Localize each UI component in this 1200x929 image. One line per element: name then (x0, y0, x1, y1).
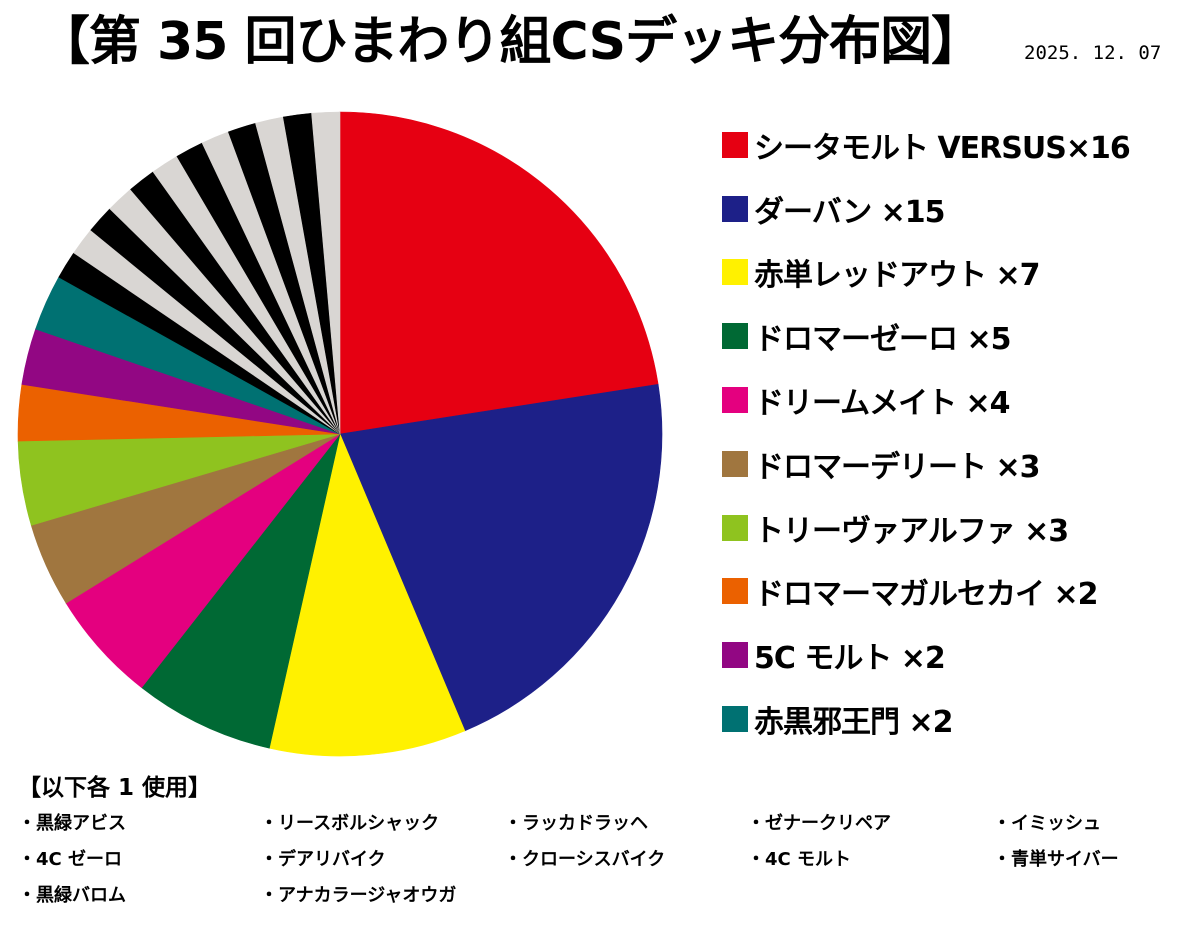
others-item: ・4C モルト (747, 849, 852, 870)
others-item: ・アナカラージャオウガ (260, 885, 457, 906)
others-item: ・黒緑バロム (18, 885, 126, 906)
legend-label: 赤単レッドアウト ×7 (754, 258, 1040, 294)
legend-item: 赤黒邪王門 ×2 (722, 687, 1200, 751)
others-item: ・ラッカドラッヘ (504, 813, 648, 834)
legend-swatch (722, 578, 748, 605)
legend-item: シータモルト VERSUS×16 (722, 113, 1200, 177)
legend-item: ドロマーゼーロ ×5 (722, 304, 1200, 368)
legend-item: トリーヴァアルファ ×3 (722, 496, 1200, 560)
legend-item: ドロマーマガルセカイ ×2 (722, 560, 1200, 624)
legend: シータモルト VERSUS×16 ダーバン ×15 赤単レッドアウト ×7 ドロマーゼ… (722, 113, 1200, 751)
chart-title: 【第 35 回ひまわり組CSデッキ分布図】 (37, 12, 983, 72)
legend-swatch (722, 450, 748, 477)
pie-chart (17, 111, 663, 757)
legend-label: ドロマーデリート ×3 (754, 449, 1040, 485)
legend-label: ダーバン ×15 (754, 194, 946, 230)
legend-swatch (722, 706, 748, 733)
others-heading: 【以下各 1 使用】 (18, 775, 212, 801)
chart-date: 2025. 12. 07 (1024, 42, 1162, 64)
legend-label: トリーヴァアルファ ×3 (754, 513, 1069, 549)
legend-label: ドロマーマガルセカイ ×2 (754, 577, 1098, 613)
pie-slice-1 (339, 111, 659, 435)
others-item: ・デアリバイク (260, 849, 386, 870)
legend-swatch (722, 514, 748, 541)
others-item: ・黒緑アビス (18, 813, 126, 834)
others-item: ・クローシスバイク (504, 849, 666, 870)
others-item: ・リースボルシャック (260, 813, 440, 834)
others-item: ・青単サイバー (993, 849, 1119, 870)
legend-item: ドロマーデリート ×3 (722, 432, 1200, 496)
legend-label: 5C モルト ×2 (754, 641, 946, 677)
pie-slice-4 (141, 433, 341, 749)
pie-slice-2 (339, 383, 663, 732)
legend-label: ドロマーゼーロ ×5 (754, 322, 1011, 358)
legend-item: 赤単レッドアウト ×7 (722, 241, 1200, 305)
legend-swatch (722, 131, 748, 158)
pie-slice-3 (268, 433, 466, 757)
legend-swatch (722, 323, 748, 350)
legend-swatch (722, 259, 748, 286)
legend-swatch (722, 387, 748, 414)
legend-item: 5C モルト ×2 (722, 623, 1200, 687)
others-item: ・イミッシュ (993, 813, 1101, 834)
pie-slice-22 (311, 111, 341, 435)
legend-swatch (722, 195, 748, 222)
legend-item: ドリームメイト ×4 (722, 368, 1200, 432)
legend-item: ダーバン ×15 (722, 177, 1200, 241)
legend-label: 赤黒邪王門 ×2 (754, 705, 953, 741)
legend-swatch (722, 642, 748, 669)
others-list: ・黒緑アビス ・リースボルシャック ・ラッカドラッヘ ・ゼナークリペア ・イミッシュ・4… (18, 808, 1198, 918)
legend-label: シータモルト VERSUS×16 (754, 130, 1131, 166)
others-item: ・ゼナークリペア (747, 813, 891, 834)
legend-label: ドリームメイト ×4 (754, 386, 1011, 422)
others-item: ・4C ゼーロ (18, 849, 123, 870)
